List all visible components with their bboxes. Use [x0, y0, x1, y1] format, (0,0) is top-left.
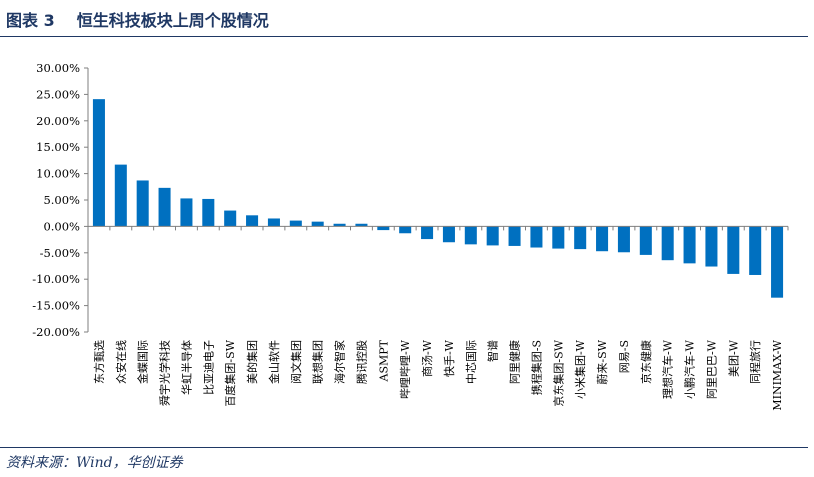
x-tick-label: MINIMAX-W: [771, 339, 784, 410]
bar: [639, 226, 652, 255]
bar: [464, 226, 477, 245]
bar: [552, 226, 565, 249]
x-tick-label: 阿里巴巴-W: [705, 339, 718, 399]
bar: [202, 198, 215, 227]
y-tick-label: -20.00%: [32, 325, 80, 339]
bar: [749, 226, 762, 275]
x-tick-label: 网易-S: [618, 340, 631, 373]
bar: [267, 218, 280, 227]
source-note: 资料来源：Wind，华创证券: [6, 455, 183, 471]
x-tick-label: 腾讯控股: [354, 340, 368, 384]
y-tick-label: 10.00%: [36, 167, 80, 181]
bar: [289, 220, 302, 227]
y-tick-label: 15.00%: [36, 140, 80, 154]
x-tick-label: 金山软件: [267, 340, 281, 384]
bar: [224, 210, 237, 227]
x-tick-label: 智谱: [486, 340, 500, 362]
x-tick-label: 同程旅行: [748, 340, 762, 384]
bar: [377, 226, 390, 231]
y-tick-label: 5.00%: [43, 193, 80, 207]
y-tick-label: -10.00%: [32, 272, 80, 286]
bar: [771, 226, 784, 298]
bar: [617, 226, 630, 253]
y-tick-label: -5.00%: [40, 246, 80, 260]
bar: [158, 187, 171, 227]
x-tick-label: 京东集团-SW: [551, 339, 565, 406]
figure-title: 图表 3 恒生科技板块上周个股情况: [6, 6, 269, 32]
x-tick-label: 携程集团-S: [529, 340, 543, 395]
figure-title-text: 恒生科技板块上周个股情况: [76, 11, 269, 30]
x-tick-label: 阅文集团: [289, 340, 303, 384]
bar: [508, 226, 521, 246]
bar: [399, 226, 412, 234]
x-tick-label: ASMPT: [377, 339, 390, 382]
x-tick-label: 中芯国际: [464, 340, 478, 384]
bar: [333, 223, 346, 227]
y-tick-label: 30.00%: [36, 61, 80, 75]
x-tick-label: 快手-W: [442, 339, 456, 377]
y-tick-label: 25.00%: [36, 87, 80, 101]
x-tick-label: 商汤-W: [420, 339, 434, 377]
x-tick-label: 美的集团: [245, 340, 259, 384]
figure-label: 图表 3: [6, 11, 55, 30]
x-tick-label: 众安在线: [114, 340, 128, 384]
bar: [311, 221, 324, 227]
bar: [727, 226, 740, 274]
bar: [421, 226, 434, 240]
bar: [136, 180, 149, 227]
x-tick-label: 比亚迪电子: [202, 340, 215, 395]
x-tick-label: 理想汽车-W: [661, 339, 675, 399]
bar: [246, 215, 259, 227]
bar: [180, 198, 193, 227]
bar: [530, 226, 543, 248]
x-tick-label: 蔚来-SW: [596, 339, 609, 384]
bar: [114, 164, 127, 227]
bar: [355, 223, 368, 227]
bar: [486, 226, 499, 246]
bar: [442, 226, 455, 243]
x-tick-label: 华虹半导体: [179, 340, 193, 395]
x-tick-label: 百度集团-SW: [223, 339, 237, 406]
x-tick-label: 东方甄选: [92, 340, 106, 384]
y-tick-label: 0.00%: [43, 219, 80, 233]
top-rule: [0, 36, 808, 37]
x-tick-label: 哔哩哔哩-W: [399, 339, 412, 399]
bar-chart: 30.00% 25.00% 20.00% 15.00% 10.00% 5.00% 0.00%…: [32, 61, 789, 411]
bar: [92, 99, 105, 227]
y-tick-label: -15.00%: [32, 299, 80, 313]
x-tick-label: 阿里健康: [508, 340, 522, 384]
x-tick-label: 联想集团: [311, 340, 325, 384]
bar: [661, 226, 674, 261]
y-tick-label: 20.00%: [36, 114, 80, 128]
x-tick-label: 海尔智家: [333, 340, 347, 384]
x-tick-label: 金蝶国际: [136, 340, 150, 384]
bar: [705, 226, 718, 267]
x-tick-label: 小鹏汽车-W: [683, 339, 697, 399]
x-tick-label: 小米集团-W: [573, 339, 587, 399]
x-tick-label: 舜宇光学科技: [158, 340, 172, 406]
bar: [683, 226, 696, 264]
bar: [596, 226, 609, 252]
bar: [574, 226, 587, 250]
bottom-rule: [0, 447, 808, 448]
x-tick-label: 京东健康: [639, 340, 653, 384]
x-tick-label: 美团-W: [727, 339, 740, 377]
